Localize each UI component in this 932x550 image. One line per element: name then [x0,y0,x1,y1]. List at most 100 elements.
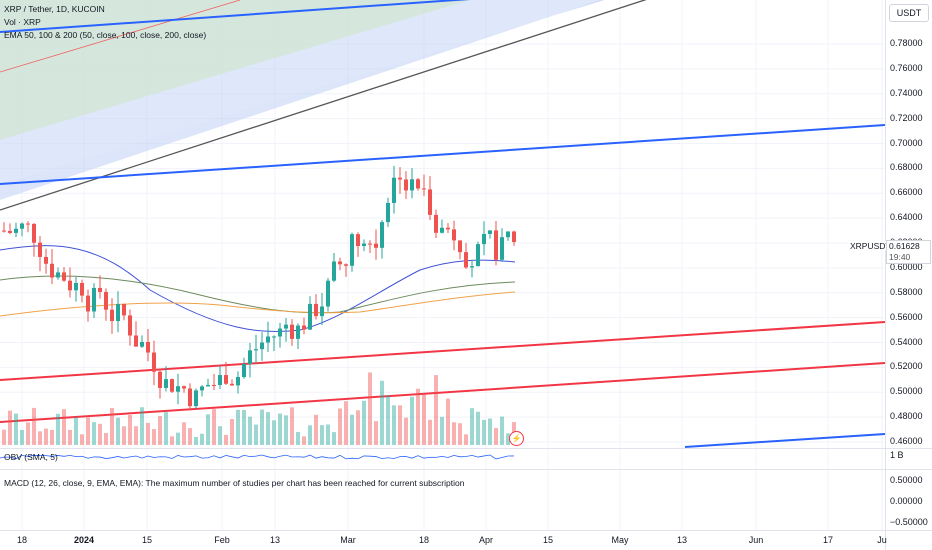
date-tick: 2024 [73,535,95,545]
volume-bar [188,428,192,445]
volume-bar [392,405,396,445]
price-tick: 0.76000 [890,62,923,73]
candle-body [386,202,390,223]
volume-bar [398,405,402,445]
volume-bar [134,426,138,445]
candle-body [224,375,228,384]
candle-body [74,282,78,291]
candle-body [110,309,114,322]
volume-bar [326,424,330,445]
volume-bar [248,416,252,445]
obv-series [0,454,515,460]
volume-bar [242,410,246,445]
time-axis-separator [0,530,932,531]
bar-countdown: 19:40 [889,252,911,262]
date-tick: 18 [16,535,28,545]
candle-body [122,303,126,316]
blue-trendline-low [684,433,885,448]
flash-icon[interactable]: ⚡ [509,431,524,446]
candle-body [158,371,162,388]
volume-bar [200,433,204,445]
macd-tick: 0.00000 [890,496,923,506]
currency-selector[interactable]: USDT [889,4,929,22]
obv-legend[interactable]: OBV (SMA, 5) [4,452,58,462]
volume-bar [482,419,486,445]
macd-message: MACD (12, 26, close, 9, EMA, EMA): The m… [4,478,465,488]
green-zone-fill [0,0,470,140]
volume-bar [368,372,372,445]
candle-body [272,336,276,338]
volume-bar [488,418,492,445]
volume-bar [404,417,408,445]
volume-bar [470,408,474,445]
volume-bar [26,422,30,445]
candle-body [464,252,468,268]
price-tick: 0.68000 [890,162,923,173]
date-tick: Ju [877,535,887,545]
candle-body [104,291,108,310]
volume-bar [260,409,264,445]
candle-body [392,177,396,203]
candle-body [62,272,66,281]
price-chart[interactable] [0,0,885,550]
volume-bar [194,436,198,445]
volume-bar [458,423,462,445]
symbol-legend[interactable]: XRP / Tether, 1D, KUCOIN [4,4,105,14]
volume-bar [266,412,270,445]
pane-separator[interactable] [0,448,932,449]
price-tick: 0.54000 [890,336,923,347]
volume-bar [308,425,312,445]
volume-bar [362,400,366,445]
candle-body [434,214,438,233]
current-price-box: 0.61628 19:40 [886,240,931,264]
candle-body [188,388,192,407]
volume-bar [140,407,144,445]
ema-legend[interactable]: EMA 50, 100 & 200 (50, close, 100, close… [4,30,206,40]
candle-body [92,287,96,312]
candle-body [200,386,204,391]
date-tick: May [611,535,629,545]
volume-bar [92,422,96,445]
candle-body [218,375,222,385]
price-axis[interactable] [885,0,932,550]
macd-tick: −0.50000 [890,517,928,527]
ema-label: EMA 50, 100 & 200 (50, close, 100, close… [4,30,207,40]
volume-bars [2,372,516,445]
volume-bar [32,407,36,445]
candle-body [260,342,264,350]
volume-legend[interactable]: Vol · XRP [4,17,41,27]
candle-body [278,328,282,337]
candle-body [68,280,72,291]
candle-body [482,233,486,245]
volume-bar [350,414,354,445]
date-tick: 18 [418,535,430,545]
price-tick: 0.46000 [890,436,923,446]
obv-line [0,454,515,460]
volume-bar [74,417,78,445]
pane-separator-2[interactable] [0,469,932,470]
volume-bar [110,407,114,445]
candle-body [182,386,186,389]
volume-bar [416,388,420,445]
volume-bar [176,432,180,445]
candle-body [242,363,246,377]
candle-body [314,303,318,317]
candle-body [14,228,18,233]
volume-bar [284,415,288,445]
candle-body [140,342,144,347]
volume-bar [230,418,234,445]
candle-body [212,384,216,386]
volume-bar [302,436,306,445]
volume-bar [218,426,222,445]
volume-bar [116,417,120,445]
volume-bar [338,408,342,445]
macd-tick: 0.50000 [890,475,923,485]
candle-body [8,230,12,233]
candle-body [38,242,42,257]
volume-bar [506,433,510,445]
candle-body [164,379,168,388]
price-tick: 0.50000 [890,386,923,397]
price-tick: 0.74000 [890,87,923,98]
volume-bar [314,414,318,445]
volume-bar [104,433,108,445]
